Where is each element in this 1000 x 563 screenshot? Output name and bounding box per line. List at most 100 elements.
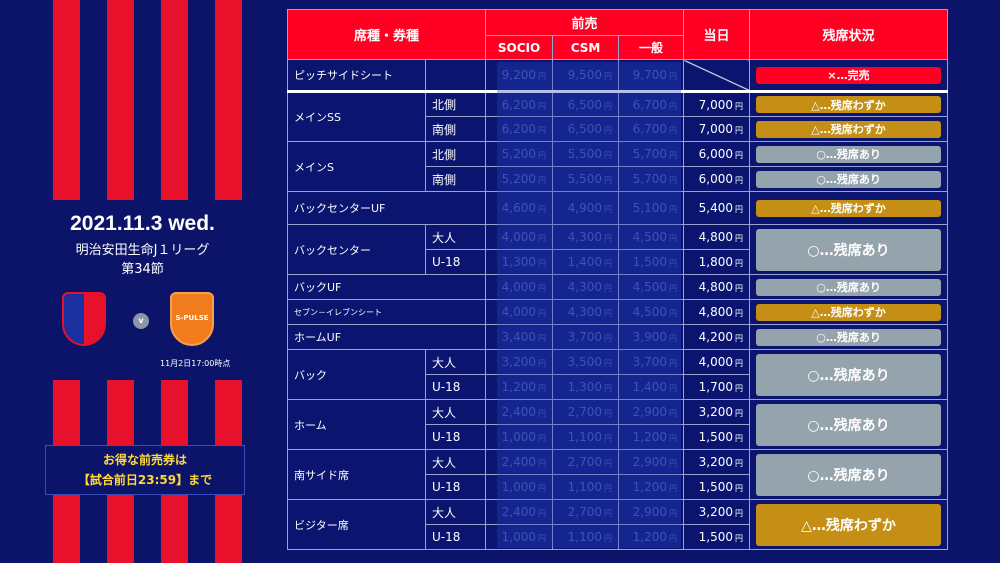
table-row: U-18 1,000 円 1,100 円 1,200 円 1,500 円 (288, 424, 948, 450)
seat-name: メインS (287, 141, 426, 192)
seat-name: 南サイド席 (287, 449, 426, 500)
socio-price: 4,000 円 (485, 224, 554, 250)
yen-unit: 円 (538, 259, 547, 268)
header-seat: 席種・券種 (286, 9, 487, 60)
price-value: 6,200 (501, 122, 537, 136)
price-value: 5,400 (698, 201, 734, 215)
home-team-crest (62, 292, 106, 346)
table-row: メインS 北側 5,200 円 5,500 円 5,700 円 6,000 円 ○…残席あり (287, 141, 949, 192)
status-cell: ○…残席あり (749, 224, 949, 275)
status-cell: △…残席わずか (749, 116, 949, 142)
price-value: 9,700 (632, 68, 668, 82)
price-value: 4,000 (501, 280, 537, 294)
price-value: 6,500 (567, 122, 603, 136)
table-row: バックセンターUF 4,600 円 4,900 円 5,100 円 5,400 円 △…残席わずか (286, 191, 949, 225)
socio-price: 6,200 円 (485, 91, 554, 117)
price-value: 3,700 (632, 355, 668, 369)
header-socio: SOCIO (485, 35, 554, 60)
price-value: 4,300 (567, 280, 603, 294)
yen-unit: 円 (604, 409, 613, 418)
ticket-type: U-18 (424, 249, 487, 275)
ticket-type: U-18 (424, 474, 487, 500)
yen-unit: 円 (538, 234, 547, 243)
yen-unit: 円 (604, 534, 613, 543)
price-value: 2,900 (632, 405, 668, 419)
red-stripe (107, 0, 134, 200)
yen-unit: 円 (669, 101, 678, 111)
ticket-type: 北側 (424, 141, 487, 167)
price-value: 4,800 (698, 305, 734, 319)
table-row: U-18 1,000 円 1,100 円 1,200 円 1,500 円 (288, 474, 948, 500)
yen-unit: 円 (604, 459, 613, 468)
day-price: 4,200 円 (683, 324, 751, 350)
general-price: 2,900 円 (618, 499, 685, 525)
ticket-type: 北側 (424, 91, 487, 117)
status-cell: ○…残席あり (749, 449, 949, 500)
header-csm: CSM (552, 35, 620, 60)
status-badge: ○…残席あり (756, 228, 942, 271)
general-price: 4,500 円 (618, 274, 685, 300)
yen-unit: 円 (669, 459, 678, 468)
csm-price: 3,700 円 (552, 324, 620, 350)
header-day-of: 当日 (683, 9, 751, 60)
price-value: 4,000 (501, 230, 537, 244)
day-price: 7,000 円 (683, 91, 751, 117)
ticket-type: 大人 (424, 399, 487, 425)
day-price: 3,200 円 (683, 449, 751, 475)
ticket-type: 大人 (424, 449, 487, 475)
yen-unit: 円 (669, 309, 678, 318)
yen-unit: 円 (604, 72, 613, 81)
price-value: 3,200 (501, 355, 537, 369)
yen-unit: 円 (538, 534, 547, 543)
price-value: 4,500 (632, 230, 668, 244)
price-value: 4,800 (698, 230, 734, 244)
csm-price: 5,500 円 (552, 166, 620, 192)
yen-unit: 円 (735, 459, 744, 468)
price-value: 2,700 (567, 505, 603, 519)
yen-unit: 円 (604, 334, 613, 343)
day-price: 1,500 円 (683, 424, 751, 450)
price-value: 3,200 (698, 405, 734, 419)
socio-price: 2,400 円 (485, 399, 554, 425)
csm-price: 3,500 円 (552, 349, 620, 375)
day-price: 6,000 円 (683, 166, 751, 192)
status-badge: ×…完売 (756, 66, 942, 84)
yen-unit: 円 (735, 205, 744, 214)
price-value: 5,500 (567, 172, 603, 186)
csm-price: 4,900 円 (552, 191, 620, 225)
socio-price: 1,300 円 (485, 249, 554, 275)
yen-unit: 円 (669, 484, 678, 493)
day-price: 6,000 円 (683, 141, 751, 167)
status-badge: ○…残席あり (756, 403, 942, 446)
yen-unit: 円 (604, 434, 613, 443)
seat-name: バック (287, 349, 426, 400)
match-date: 2021.11.3 wed. (70, 212, 215, 235)
yen-unit: 円 (604, 151, 613, 160)
csm-price: 1,100 円 (552, 524, 620, 550)
yen-unit: 円 (604, 101, 613, 111)
day-price: 7,000 円 (683, 116, 751, 142)
yen-unit: 円 (735, 359, 744, 368)
yen-unit: 円 (538, 176, 547, 185)
csm-price: 1,400 円 (552, 249, 620, 275)
price-value: 2,700 (567, 405, 603, 419)
yen-unit: 円 (538, 334, 547, 343)
price-value: 9,200 (501, 68, 537, 82)
status-cell: ○…残席あり (749, 274, 949, 300)
yen-unit: 円 (669, 534, 678, 543)
price-value: 1,200 (632, 430, 668, 444)
general-price: 1,200 円 (618, 524, 685, 550)
price-value: 6,000 (698, 172, 734, 186)
day-price: 4,800 円 (683, 274, 751, 300)
price-value: 1,000 (501, 430, 537, 444)
socio-price: 3,400 円 (485, 324, 554, 350)
day-price: 4,000 円 (683, 349, 751, 375)
price-value: 7,000 (698, 122, 734, 136)
yen-unit: 円 (735, 284, 744, 293)
table-row: 南サイド席 大人 2,400 円 2,700 円 2,900 円 3,200 円 ○…残席あり (287, 449, 949, 500)
status-badge: ○…残席あり (756, 145, 942, 163)
yen-unit: 円 (604, 384, 613, 393)
price-value: 5,700 (632, 172, 668, 186)
status-badge: △…残席わずか (756, 120, 942, 138)
no-day-of-sale (683, 59, 751, 92)
